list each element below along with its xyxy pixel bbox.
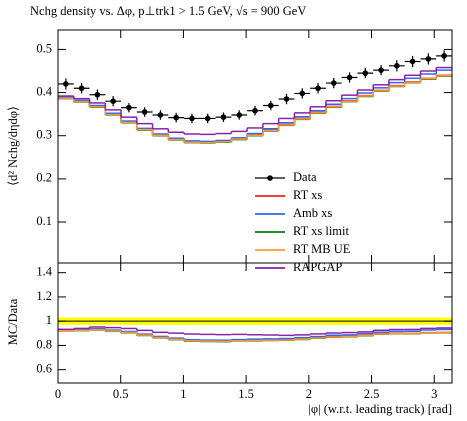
legend-label: Data <box>293 170 317 184</box>
data-point <box>157 112 164 118</box>
x-tick-label: 0 <box>55 387 61 401</box>
data-point <box>378 67 384 73</box>
data-point <box>394 63 400 69</box>
data-point <box>110 98 116 104</box>
plot-frame <box>57 262 453 384</box>
data-point <box>78 85 85 92</box>
y-tick-label: 0.1 <box>36 214 52 228</box>
data-point <box>94 91 101 98</box>
data-point <box>189 115 195 122</box>
data-point <box>283 96 290 102</box>
y-tick-label: 1.2 <box>36 289 52 303</box>
data-point <box>441 53 447 59</box>
legend-label: RAPGAP <box>293 260 342 274</box>
y-tick-label: 1.4 <box>36 265 52 279</box>
ratio-y-axis-label: MC/Data <box>6 298 20 345</box>
x-tick-label: 1.5 <box>238 387 254 401</box>
data-point <box>267 102 274 109</box>
data-point <box>236 112 243 118</box>
x-tick-label: 1 <box>180 387 186 401</box>
data-point <box>425 56 432 62</box>
y-tick-label: 1 <box>46 313 52 327</box>
data-point <box>315 85 321 92</box>
legend-label: RT xs <box>293 188 322 202</box>
data-point <box>220 114 227 120</box>
data-point <box>141 109 148 115</box>
data-point <box>252 107 258 114</box>
x-tick-label: 3 <box>431 387 437 401</box>
data-point <box>126 104 132 111</box>
x-tick-label: 2.5 <box>364 387 380 401</box>
legend-label: RT MB UE <box>293 242 351 256</box>
chart-title: Nchg density vs. Δφ, p⊥trk1 > 1.5 GeV, √… <box>30 4 306 18</box>
x-axis-label: |φ| (w.r.t. leading track) [rad] <box>308 402 452 416</box>
data-point <box>346 74 353 81</box>
data-point <box>63 81 69 87</box>
y-tick-label: 0.6 <box>36 362 52 376</box>
y-tick-label: 0.4 <box>36 84 52 98</box>
legend-marker <box>267 175 273 181</box>
data-point <box>204 115 211 122</box>
data-point <box>330 80 337 86</box>
data-point <box>362 70 369 76</box>
y-tick-label: 0.2 <box>36 171 52 185</box>
x-tick-label: 2 <box>306 387 312 401</box>
y-tick-label: 0.3 <box>36 128 52 142</box>
y-tick-label: 0.8 <box>36 337 52 351</box>
y-axis-label: ⟨d² Nchg/dηdφ⟩ <box>6 106 20 186</box>
x-tick-label: 0.5 <box>113 387 129 401</box>
y-tick-label: 0.5 <box>36 41 52 55</box>
data-point <box>173 114 179 121</box>
data-point <box>299 90 306 97</box>
legend-label: RT xs limit <box>293 224 350 238</box>
legend-label: Amb xs <box>293 206 332 220</box>
plot-frame <box>57 29 453 264</box>
data-point <box>409 58 416 65</box>
